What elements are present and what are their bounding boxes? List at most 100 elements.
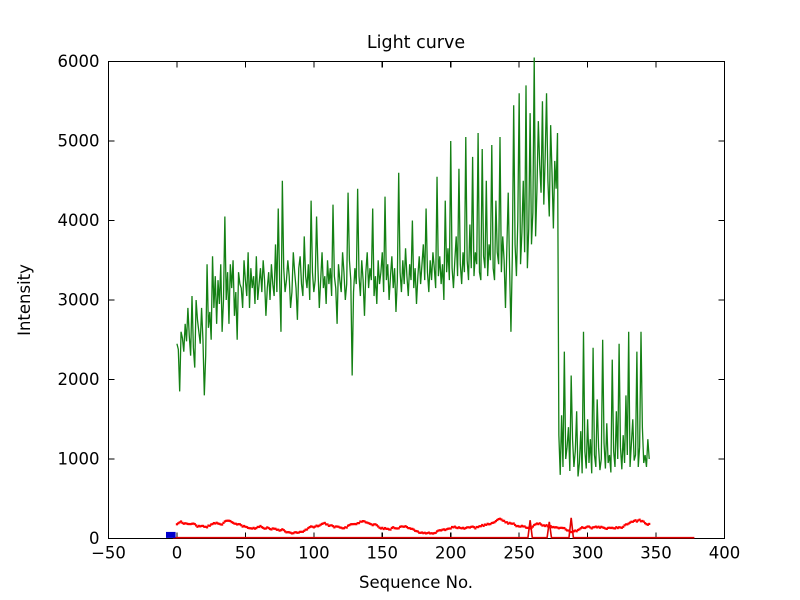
background-dot (211, 522, 214, 526)
background-dot (288, 531, 291, 534)
background-dot (388, 528, 391, 531)
background-dot (522, 525, 525, 528)
background-dot (364, 521, 367, 524)
background-dot (520, 524, 523, 527)
background-dot (189, 523, 192, 526)
background-dot (430, 532, 433, 535)
background-dot (613, 527, 617, 530)
background-dot (471, 525, 474, 528)
background-dot (303, 529, 306, 532)
background-dot (487, 523, 491, 526)
background-dot (210, 523, 213, 526)
background-dot (648, 522, 651, 526)
background-dot (203, 525, 206, 528)
background-dot (294, 531, 298, 534)
background-dot (497, 517, 500, 521)
background-dot (498, 517, 502, 520)
background-dot (222, 521, 225, 524)
background-dot (401, 525, 404, 528)
background-dot (275, 528, 278, 531)
background-dot (385, 527, 388, 530)
background-dot (197, 524, 200, 527)
background-dot (475, 525, 478, 529)
x-tick-label: 100 (298, 544, 330, 563)
background-dot (259, 524, 262, 528)
background-dot (367, 522, 370, 525)
background-dot (638, 518, 641, 521)
axis-labels-group: Sequence No. Intensity (15, 264, 473, 592)
background-dot (486, 522, 489, 525)
background-dot (630, 520, 633, 523)
background-dot (233, 522, 236, 525)
background-dot (550, 526, 554, 529)
background-dot (404, 525, 407, 528)
background-dot (470, 525, 473, 528)
background-dot (494, 519, 497, 523)
background-dot (565, 529, 569, 532)
background-dot (242, 524, 246, 528)
background-dot (478, 525, 481, 528)
background-dot (500, 518, 503, 521)
background-dot (252, 526, 255, 529)
background-dot (181, 521, 184, 524)
background-dot (571, 530, 574, 534)
background-dot (561, 526, 565, 530)
background-dot (435, 530, 439, 533)
background-dot (383, 526, 387, 530)
background-dot (300, 530, 303, 533)
background-dot (260, 526, 263, 529)
background-dot (234, 522, 237, 525)
background-dot (346, 524, 350, 527)
background-dot (403, 525, 406, 528)
background-dot (620, 526, 623, 529)
background-dot (450, 525, 454, 529)
background-dot (264, 527, 268, 530)
background-dot (581, 526, 584, 529)
background-dot (537, 523, 540, 526)
y-tick-label: 1000 (58, 450, 100, 469)
background-dot (559, 526, 562, 529)
background-dot (255, 527, 258, 530)
background-dot (575, 530, 578, 533)
background-dot (646, 523, 649, 526)
chart-title-group: Light curve (367, 33, 465, 53)
background-dot (545, 524, 548, 527)
background-dot (624, 523, 628, 526)
background-dot (468, 526, 471, 529)
background-dot (381, 526, 384, 529)
background-dot (247, 526, 250, 529)
background-dot (352, 523, 355, 526)
background-dot (531, 525, 534, 528)
x-tick-label: 250 (503, 544, 535, 563)
background-dot (507, 522, 510, 525)
background-dot (368, 522, 372, 525)
background-dot (452, 526, 455, 529)
background-dot (529, 527, 532, 530)
background-dot (362, 520, 365, 523)
background-dot (251, 527, 254, 530)
background-dot (355, 523, 358, 526)
background-dot (593, 526, 596, 529)
background-dot (485, 523, 488, 526)
background-dot (501, 519, 504, 522)
background-dot (223, 520, 226, 523)
background-dot (512, 522, 515, 525)
background-dot (442, 528, 445, 531)
background-dot (221, 523, 224, 526)
background-dot (597, 525, 600, 528)
background-dot (611, 526, 614, 529)
background-dot (370, 523, 373, 526)
background-dot (608, 526, 611, 529)
background-dot (289, 531, 292, 534)
background-dot (460, 527, 463, 530)
x-tick-label: −50 (91, 544, 126, 563)
background-dot (549, 525, 552, 528)
background-dot (270, 528, 273, 531)
background-dot (205, 526, 209, 529)
background-dot (277, 528, 280, 531)
background-dot (535, 522, 539, 525)
background-dot (467, 526, 470, 529)
background-dot (201, 524, 205, 528)
background-dot (212, 521, 215, 525)
background-dot (331, 525, 335, 528)
